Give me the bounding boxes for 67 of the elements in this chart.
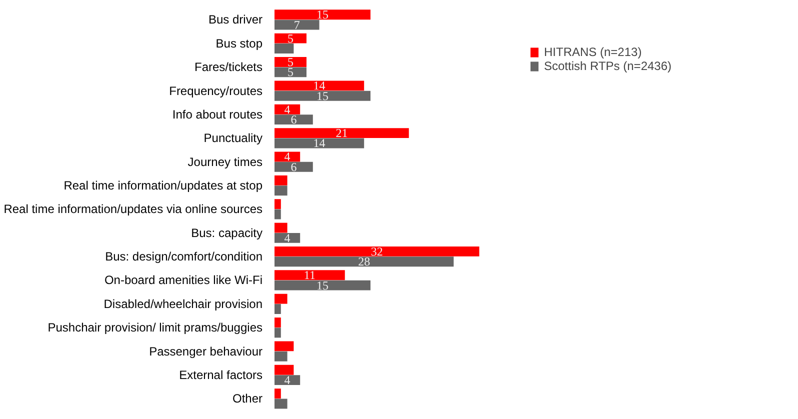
y-tick-label: On-board amenities like Wi-Fi: [104, 273, 262, 288]
data-label: 11: [304, 268, 316, 282]
bar: [274, 67, 306, 78]
data-label: 7: [294, 18, 300, 32]
bar: [274, 351, 288, 362]
bar: [274, 104, 300, 114]
y-tick-label: External factors: [179, 368, 263, 382]
bar: [274, 162, 313, 172]
y-tick-label: Punctuality: [204, 131, 263, 146]
y-tick-label: Real time information/updates at stop: [64, 178, 263, 192]
data-label: 4: [284, 102, 290, 116]
bar: [274, 328, 281, 338]
bar: [274, 20, 320, 30]
bar: [274, 375, 300, 386]
y-tick-label: Info about routes: [172, 107, 263, 122]
data-label: 6: [290, 160, 297, 174]
bar: [274, 341, 294, 352]
data-label: 5: [287, 31, 294, 46]
y-tick-label: Bus driver: [208, 12, 263, 27]
bar: [274, 90, 370, 101]
data-label: 15: [316, 278, 328, 292]
data-label: 4: [284, 373, 290, 388]
bar: [274, 232, 300, 243]
bar: [274, 44, 294, 54]
bar: [274, 280, 370, 290]
bar: [274, 222, 288, 233]
bar: [274, 114, 313, 125]
y-tick-label: Bus: capacity: [191, 226, 263, 240]
bar: [274, 128, 409, 138]
bar: [274, 246, 480, 256]
data-label: 21: [336, 126, 348, 140]
y-tick-label: Pushchair provision/ limit prams/buggies: [48, 320, 263, 335]
bar: [274, 186, 288, 196]
legend-label: HITRANS (n=213): [544, 45, 642, 59]
bar: [274, 398, 288, 409]
bar: [274, 80, 364, 91]
bar: [274, 175, 288, 186]
y-tick-label: Passenger behaviour: [149, 344, 263, 358]
bar: [274, 294, 288, 304]
bar: [274, 256, 454, 267]
bar: [274, 209, 281, 220]
data-label: 14: [313, 136, 326, 150]
bar: [274, 138, 364, 148]
y-tick-label: Bus stop: [216, 36, 263, 50]
y-tick-label: Other: [232, 392, 263, 406]
bar: [274, 304, 281, 314]
bar: [274, 10, 370, 20]
bar: [274, 57, 306, 67]
data-label: 15: [316, 8, 328, 22]
data-label: 28: [358, 254, 370, 269]
y-tick-label: Real time information/updates via online sources: [4, 202, 263, 216]
bar: [274, 388, 281, 399]
y-tick-label: Bus: design/comfort/condition: [105, 250, 263, 264]
y-tick-label: Fares/tickets: [194, 60, 262, 74]
y-tick-label: Journey times: [188, 154, 263, 169]
y-tick-label: Frequency/routes: [169, 84, 263, 98]
data-label: 4: [284, 230, 290, 245]
bar: [274, 270, 345, 280]
bar: [274, 318, 281, 328]
data-label: 32: [370, 244, 383, 258]
data-label: 6: [290, 112, 297, 127]
bar: [274, 33, 306, 44]
y-tick-label: Disabled/wheelchair provision: [104, 296, 262, 311]
bar: [274, 364, 294, 375]
data-label: 4: [284, 150, 290, 164]
legend-label: Scottish RTPs (n=2436): [544, 59, 672, 73]
bar: [274, 199, 281, 210]
